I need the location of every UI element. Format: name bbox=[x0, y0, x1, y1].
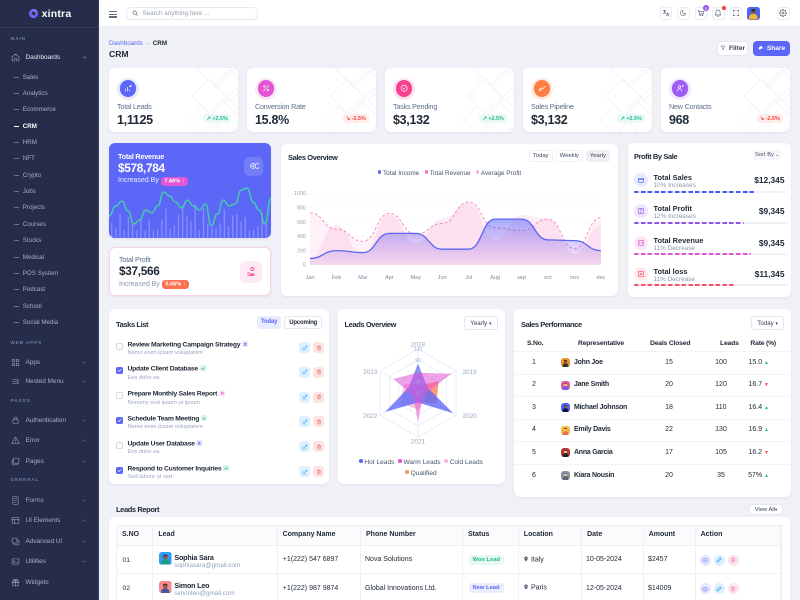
svg-text:1000: 1000 bbox=[294, 191, 306, 197]
svg-text:90: 90 bbox=[415, 358, 421, 364]
svg-text:2018: 2018 bbox=[410, 342, 425, 349]
svg-text:Aug: Aug bbox=[490, 275, 500, 281]
svg-text:0: 0 bbox=[416, 391, 419, 397]
svg-text:60: 60 bbox=[415, 369, 421, 375]
svg-text:nov: nov bbox=[570, 275, 579, 281]
svg-text:800: 800 bbox=[297, 205, 306, 211]
svg-text:2020: 2020 bbox=[462, 413, 477, 420]
svg-text:oct: oct bbox=[544, 275, 552, 281]
svg-text:2023: 2023 bbox=[363, 369, 378, 376]
svg-text:Jul: Jul bbox=[465, 275, 472, 281]
svg-text:dec: dec bbox=[596, 275, 605, 281]
svg-text:400: 400 bbox=[297, 234, 306, 240]
svg-text:sep: sep bbox=[517, 275, 526, 281]
svg-text:Feb: Feb bbox=[332, 275, 342, 281]
svg-text:2021: 2021 bbox=[410, 439, 425, 446]
svg-text:Jan: Jan bbox=[305, 275, 314, 281]
svg-text:600: 600 bbox=[297, 219, 306, 225]
svg-text:120: 120 bbox=[413, 347, 422, 353]
svg-text:Jun: Jun bbox=[438, 275, 447, 281]
svg-text:Mar: Mar bbox=[358, 275, 368, 281]
svg-text:May: May bbox=[411, 275, 422, 281]
svg-text:2022: 2022 bbox=[363, 413, 378, 420]
svg-text:30: 30 bbox=[415, 380, 421, 386]
svg-text:2019: 2019 bbox=[462, 369, 477, 376]
svg-text:0: 0 bbox=[303, 262, 306, 268]
svg-text:200: 200 bbox=[297, 248, 306, 254]
svg-text:Apr: Apr bbox=[385, 275, 394, 281]
